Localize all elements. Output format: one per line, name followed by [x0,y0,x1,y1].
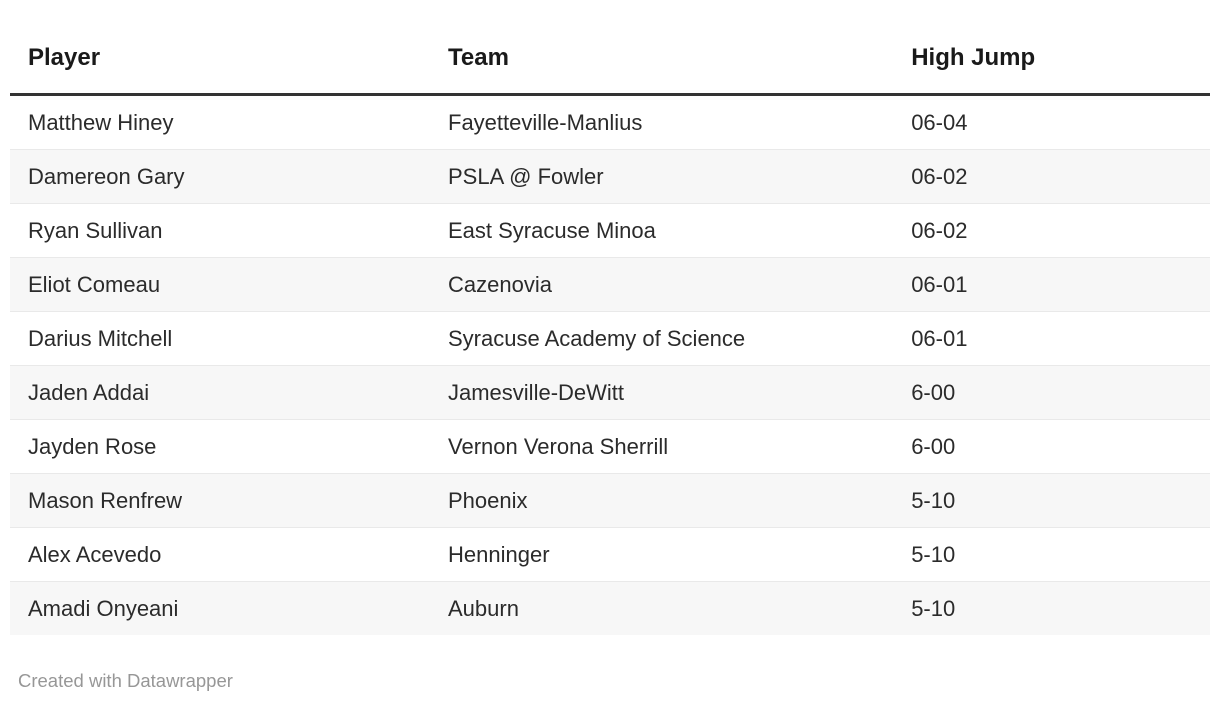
cell-high_jump: 06-01 [893,311,1210,366]
cell-high_jump: 5-10 [893,581,1210,635]
cell-team: Cazenovia [430,257,894,312]
cell-team: PSLA @ Fowler [430,149,894,204]
column-header-team: Team [430,38,894,96]
cell-high_jump: 5-10 [893,527,1210,582]
cell-player: Ryan Sullivan [10,203,430,258]
datawrapper-attribution-link[interactable]: Created with Datawrapper [18,670,233,691]
cell-player: Damereon Gary [10,149,430,204]
table-row: Jayden Rose Vernon Verona Sherrill 6-00 [10,419,1210,474]
table-row: Damereon Gary PSLA @ Fowler 06-02 [10,149,1210,204]
table-row: Amadi Onyeani Auburn 5-10 [10,581,1210,635]
cell-player: Darius Mitchell [10,311,430,366]
table-header: Player Team High Jump [10,38,1210,96]
cell-player: Matthew Hiney [10,94,430,150]
cell-player: Mason Renfrew [10,473,430,528]
cell-high_jump: 06-02 [893,203,1210,258]
table-row: Eliot Comeau Cazenovia 06-01 [10,257,1210,312]
table-row: Matthew Hiney Fayetteville-Manlius 06-04 [10,94,1210,150]
high-jump-table: Player Team High Jump Matthew Hiney Fayet… [10,38,1210,635]
cell-high_jump: 06-02 [893,149,1210,204]
table-body: Matthew Hiney Fayetteville-Manlius 06-04 Da… [10,94,1210,635]
column-header-high-jump: High Jump [893,38,1210,96]
cell-team: Phoenix [430,473,894,528]
cell-team: Jamesville-DeWitt [430,365,894,420]
table-row: Ryan Sullivan East Syracuse Minoa 06-02 [10,203,1210,258]
table-row: Mason Renfrew Phoenix 5-10 [10,473,1210,528]
cell-high_jump: 6-00 [893,365,1210,420]
cell-team: Syracuse Academy of Science [430,311,894,366]
cell-team: Henninger [430,527,894,582]
cell-player: Alex Acevedo [10,527,430,582]
cell-high_jump: 06-01 [893,257,1210,312]
cell-team: Vernon Verona Sherrill [430,419,894,474]
cell-high_jump: 06-04 [893,94,1210,150]
table-row: Jaden Addai Jamesville-DeWitt 6-00 [10,365,1210,420]
column-header-player: Player [10,38,430,96]
cell-team: East Syracuse Minoa [430,203,894,258]
cell-team: Auburn [430,581,894,635]
cell-player: Jaden Addai [10,365,430,420]
cell-team: Fayetteville-Manlius [430,94,894,150]
attribution-footer: Created with Datawrapper [18,670,1210,692]
header-row: Player Team High Jump [10,38,1210,96]
cell-player: Jayden Rose [10,419,430,474]
datawrapper-table-chart: Player Team High Jump Matthew Hiney Fayet… [10,38,1210,692]
table-row: Darius Mitchell Syracuse Academy of Scien… [10,311,1210,366]
cell-high_jump: 6-00 [893,419,1210,474]
table-row: Alex Acevedo Henninger 5-10 [10,527,1210,582]
cell-player: Amadi Onyeani [10,581,430,635]
cell-high_jump: 5-10 [893,473,1210,528]
cell-player: Eliot Comeau [10,257,430,312]
